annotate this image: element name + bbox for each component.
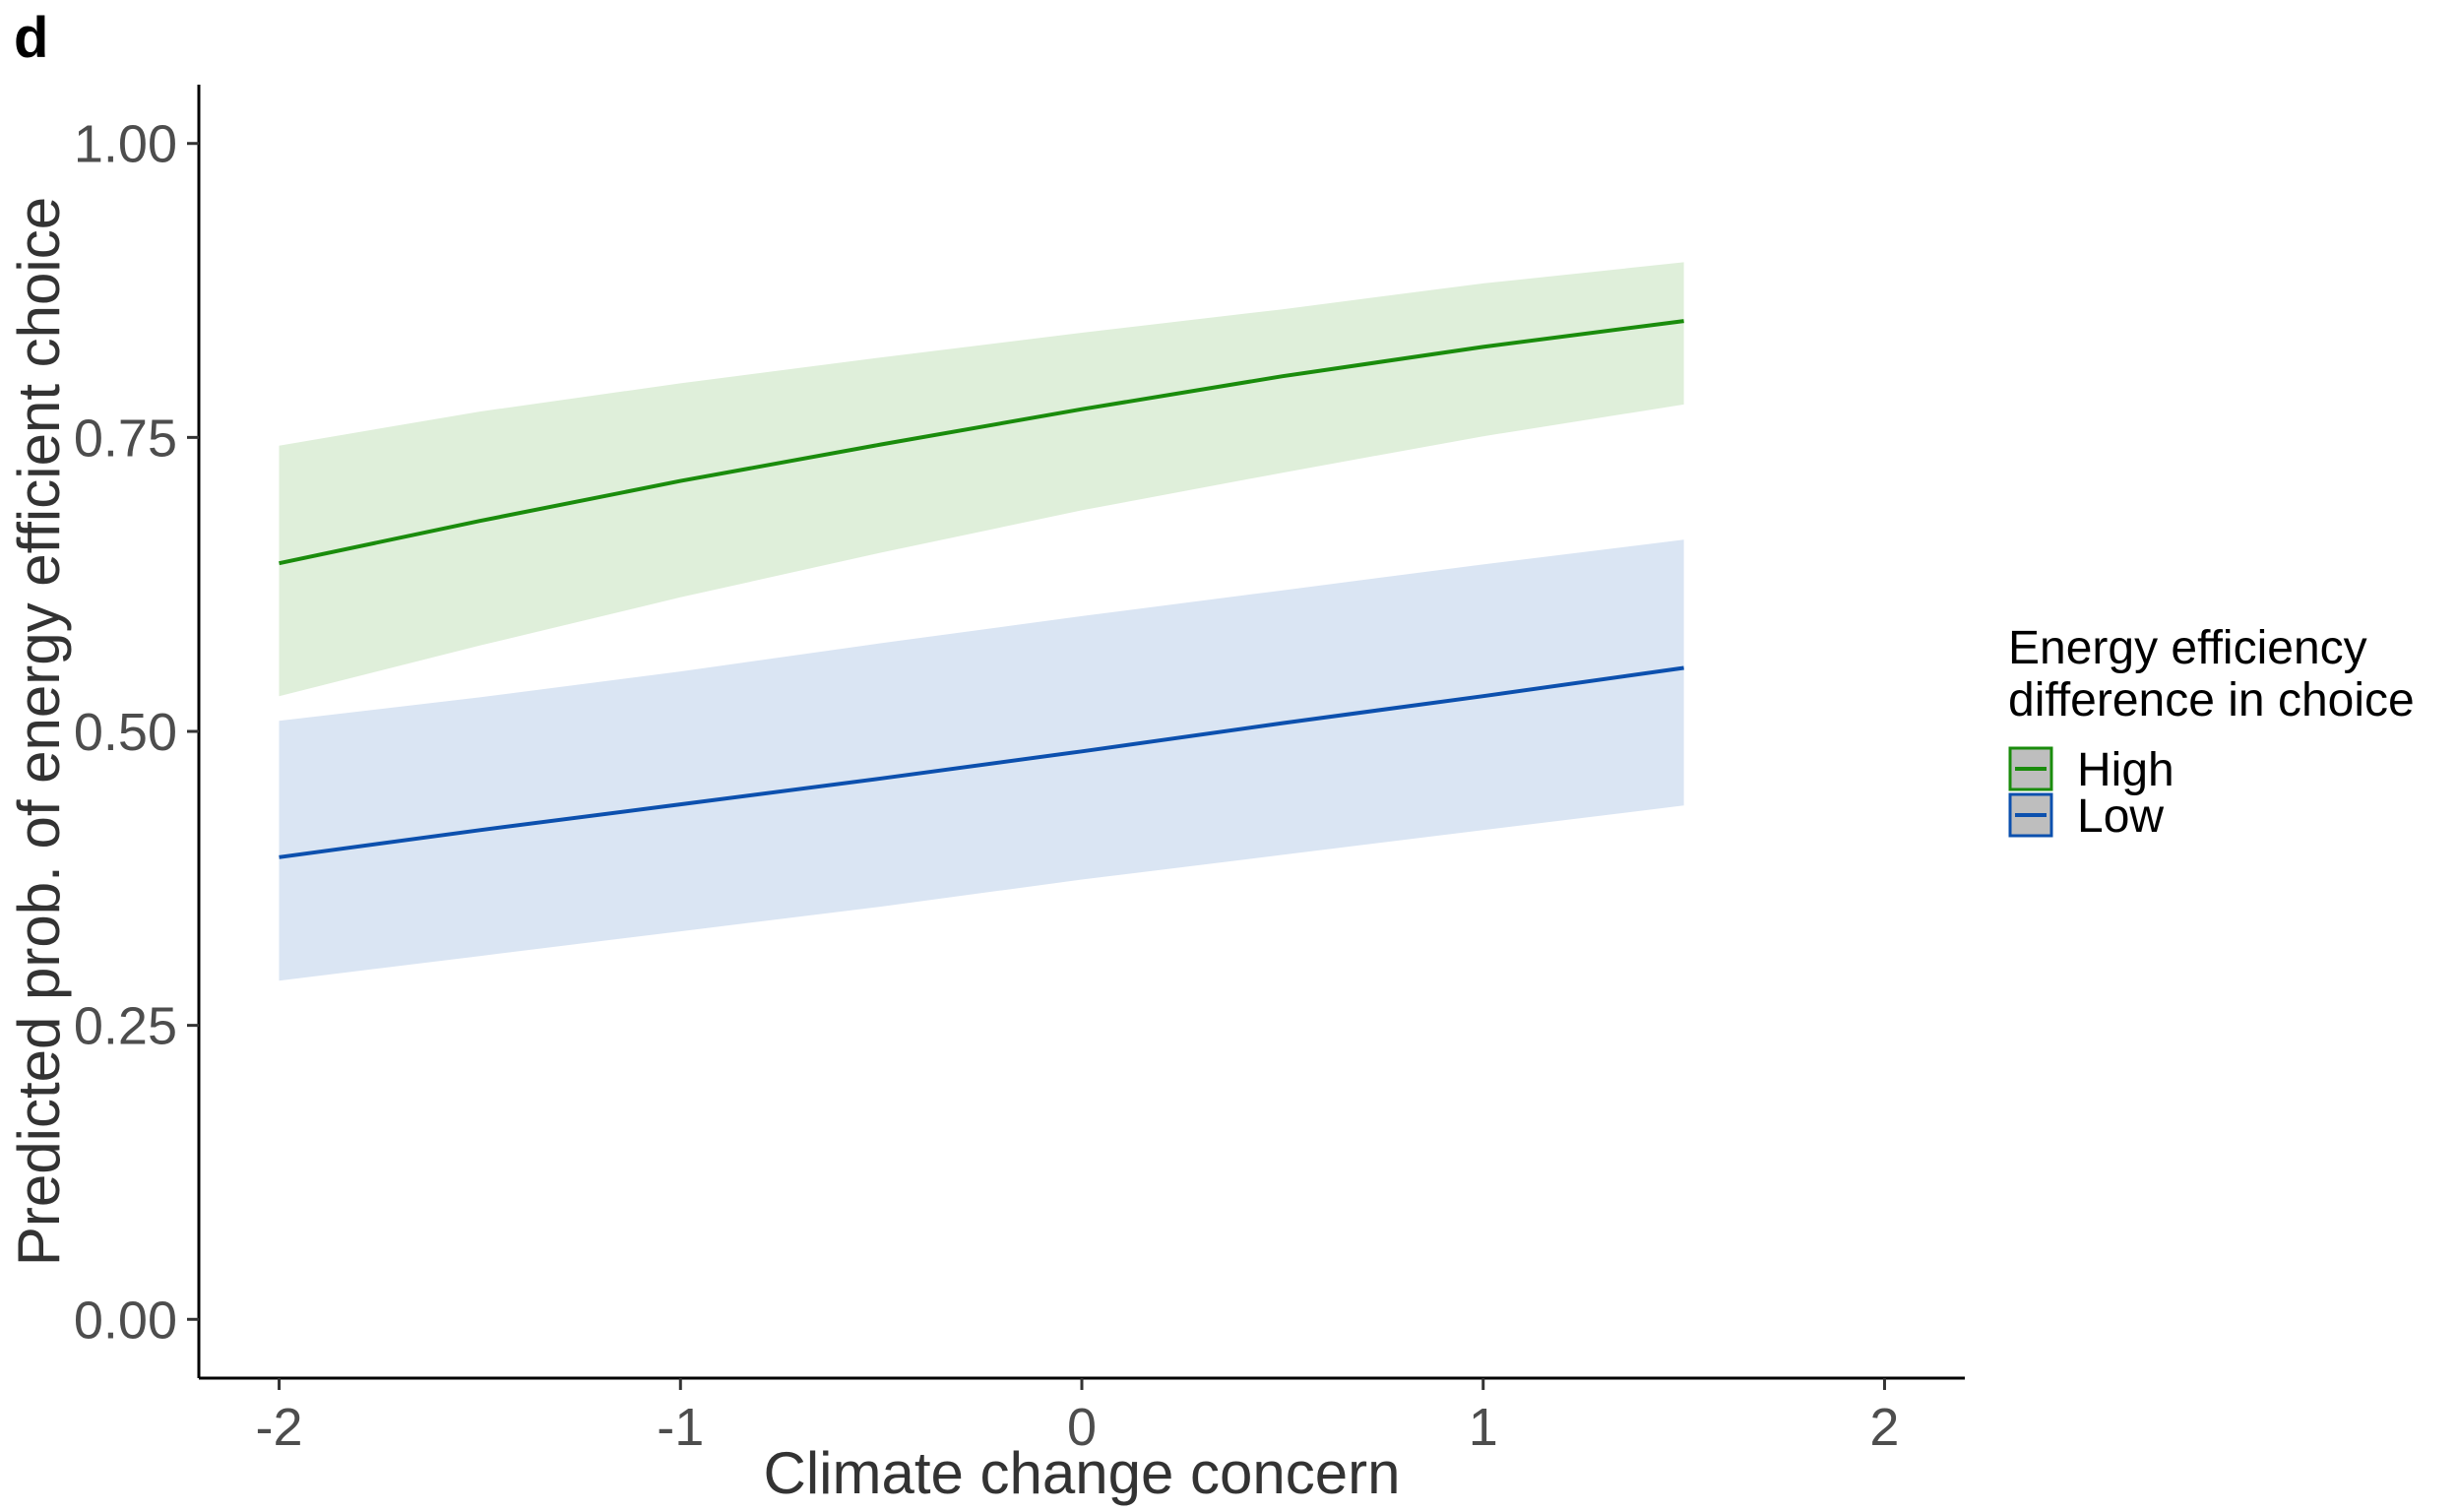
x-tick-label: -1 xyxy=(657,1398,704,1457)
legend-title-line1: Energy efficiency xyxy=(2008,622,2367,674)
confidence-band-low xyxy=(279,539,1684,981)
series-lines xyxy=(279,319,1684,859)
legend-label-high: High xyxy=(2077,744,2174,796)
y-tick-label: 0.25 xyxy=(74,997,177,1056)
x-tick-label: -2 xyxy=(256,1398,303,1457)
legend: Energy efficiency difference in choice H… xyxy=(2008,622,2415,843)
x-axis-title: Climate change concern xyxy=(763,1440,1400,1506)
panel-letter: d xyxy=(14,6,48,70)
x-ticks: -2 -1 0 1 2 xyxy=(256,1378,1899,1457)
y-tick-label: 0.75 xyxy=(74,409,177,468)
y-tick-label: 1.00 xyxy=(74,115,177,174)
y-tick-label: 0.50 xyxy=(74,703,177,762)
y-ticks: 0.00 0.25 0.50 0.75 1.00 xyxy=(74,115,199,1350)
x-tick-label: 0 xyxy=(1067,1398,1097,1457)
series-line-high xyxy=(279,319,1684,566)
legend-title-line2: difference in choice xyxy=(2008,674,2415,726)
x-tick-label: 1 xyxy=(1469,1398,1498,1457)
x-tick-label: 2 xyxy=(1869,1398,1899,1457)
y-tick-label: 0.00 xyxy=(74,1291,177,1350)
series-line-low xyxy=(279,665,1684,859)
legend-label-low: Low xyxy=(2077,790,2164,843)
y-axis-title: Predicted prob. of energy efficient choi… xyxy=(6,197,72,1266)
confidence-bands xyxy=(279,262,1684,981)
